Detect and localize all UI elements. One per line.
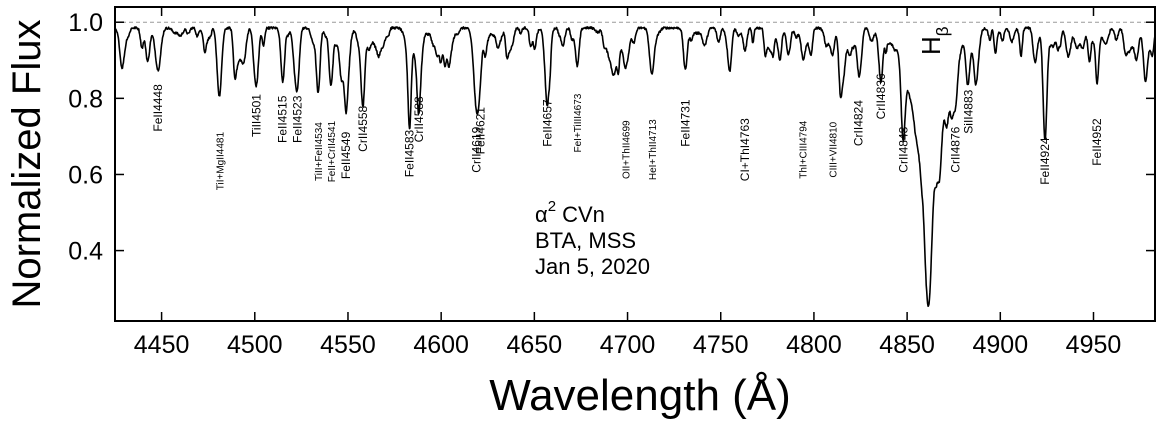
- annotation-telescope: BTA, MSS: [535, 228, 636, 253]
- annotation-star-prefix: α: [535, 202, 548, 227]
- line-id-label: FeII4515: [276, 95, 290, 143]
- annotation-date: Jan 5, 2020: [535, 254, 650, 279]
- y-axis-ticks: 0.4 0.6 0.8 1.0: [68, 9, 1155, 266]
- x-tick-label: 4750: [693, 331, 749, 359]
- line-id-label: OII+ThII4699: [622, 120, 633, 179]
- x-tick-label: 4650: [507, 331, 563, 359]
- line-id-label: HeI+ThII4713: [648, 119, 659, 180]
- spectrum-line: [114, 26, 1156, 307]
- line-id-label: TiII4501: [250, 94, 264, 137]
- line-id-label: FeII4448: [151, 84, 165, 132]
- annotation-box: α2 CVn BTA, MSS Jan 5, 2020: [535, 198, 650, 279]
- x-tick-label: 4950: [1066, 331, 1122, 359]
- line-id-label: CrII4619: [470, 126, 484, 172]
- plot-frame: [114, 6, 1156, 322]
- line-id-label: CrII4588: [412, 96, 426, 142]
- x-axis-ticks: 4450 4500 4550 4600 4650 4700 4750 4800 4850 4900…: [134, 7, 1122, 359]
- line-id-label: FeII4924: [1038, 137, 1052, 185]
- line-id-label: CrII4824: [852, 100, 866, 146]
- x-axis-label: Wavelength (Å): [489, 371, 791, 420]
- line-id-label: CrII4836: [874, 73, 888, 119]
- hbeta-main: H: [916, 36, 946, 55]
- line-id-label: FeII4621: [473, 107, 487, 155]
- line-id-label: TiI+MgII4481: [215, 132, 226, 191]
- line-id-label: FeII+CrII4541: [327, 120, 338, 182]
- x-tick-label: 4550: [320, 331, 376, 359]
- x-tick-label: 4600: [413, 331, 469, 359]
- line-id-label: FeII4523: [291, 95, 305, 143]
- x-tick-label: 4850: [879, 331, 935, 359]
- line-id-label: FeII4583: [403, 129, 417, 177]
- y-tick-label: 0.4: [68, 238, 103, 266]
- y-tick-label: 0.8: [68, 85, 103, 113]
- line-id-label: CrII4558: [356, 105, 370, 151]
- line-id-label: CrII4848: [896, 126, 910, 172]
- hbeta-sub: β: [933, 26, 952, 36]
- x-tick-label: 4500: [227, 331, 283, 359]
- y-axis-label: Normalized Flux: [5, 20, 49, 309]
- line-id-label: SiII4883: [962, 89, 976, 133]
- line-id-label: FeII4657: [540, 99, 554, 147]
- annotation-star-name: CVn: [562, 202, 605, 227]
- line-id-label: FeI+TiIII4673: [573, 93, 584, 152]
- y-tick-label: 0.6: [68, 161, 103, 189]
- line-id-label: CI+ThI4763: [738, 118, 752, 181]
- line-id-label: CIII+VII4810: [829, 121, 840, 177]
- annotation-star-sup: 2: [548, 198, 556, 215]
- line-id-label: FeII4549: [339, 131, 353, 179]
- y-tick-label: 1.0: [68, 9, 103, 37]
- x-tick-label: 4800: [786, 331, 842, 359]
- line-id-label: ThI+CIII4794: [799, 120, 810, 179]
- x-tick-label: 4450: [134, 331, 190, 359]
- line-id-label: FeII4952: [1090, 118, 1104, 166]
- x-tick-label: 4700: [600, 331, 656, 359]
- line-id-label: TiII+FeII4534: [314, 122, 325, 181]
- annotation-star: α2 CVn: [535, 198, 605, 227]
- x-tick-label: 4900: [972, 331, 1028, 359]
- line-id-label: FeII4731: [678, 99, 692, 147]
- hbeta-label: Hβ: [916, 26, 952, 55]
- line-id-label: CrII4876: [949, 126, 963, 172]
